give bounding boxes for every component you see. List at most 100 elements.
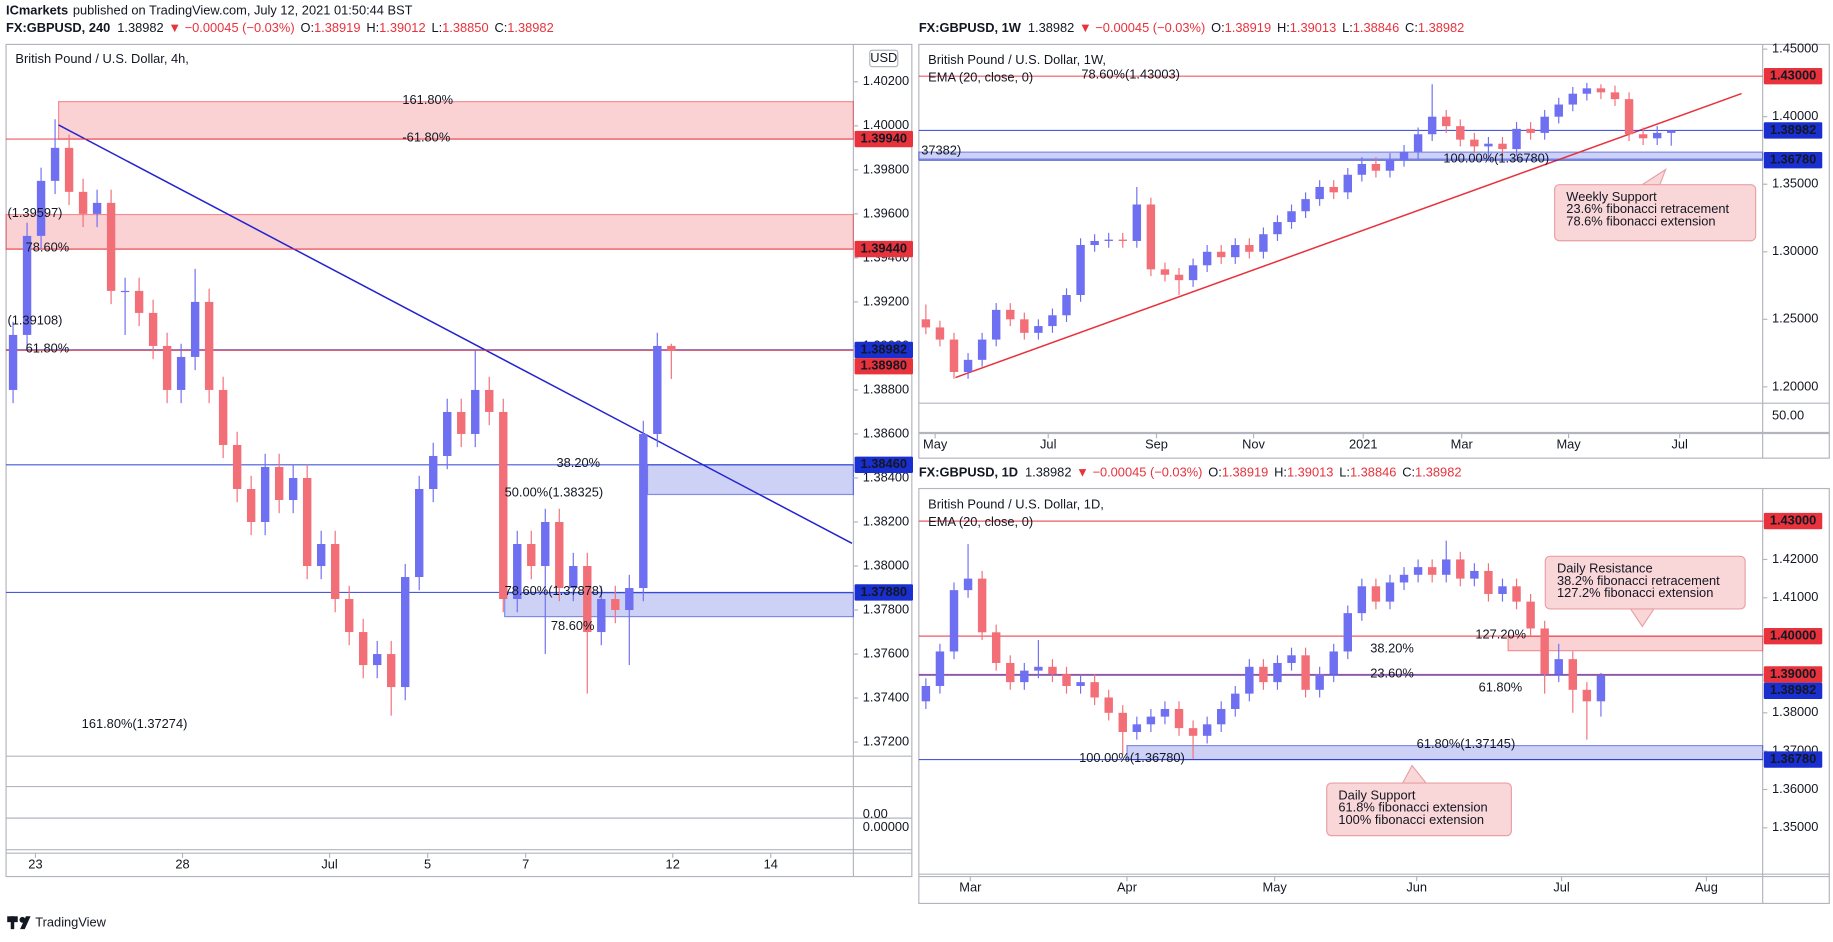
candle-body xyxy=(1231,693,1240,709)
candle-body xyxy=(583,566,592,633)
candle-body xyxy=(1132,724,1142,732)
y-tick-label: 1.35000 xyxy=(1772,819,1818,834)
candle-body xyxy=(569,566,578,589)
ohlc-value: 1.38846 xyxy=(1350,465,1396,480)
symbol: FX:GBPUSD, 1W xyxy=(919,21,1022,36)
candle-body xyxy=(1231,245,1240,258)
candle-body xyxy=(358,632,368,666)
callout-text: 100% fibonacci extension xyxy=(1338,812,1484,827)
price-box xyxy=(1763,751,1823,768)
y-tick-label: 1.38400 xyxy=(863,469,909,484)
trendline xyxy=(58,124,853,545)
fib-label: (1.39597) xyxy=(7,205,62,220)
x-tick-label: Mar xyxy=(959,880,982,895)
symbol: FX:GBPUSD, 240 xyxy=(6,21,110,36)
fib-label: 61.80% xyxy=(26,341,70,356)
symbol-header: FX:GBPUSD, 240 1.38982 ▼ −0.00045 (−0.03%)… xyxy=(6,21,554,36)
candle-body xyxy=(1188,728,1198,736)
candle-body xyxy=(1273,222,1282,235)
candle-body xyxy=(1104,697,1113,713)
fib-label: 38.20% xyxy=(1370,641,1414,656)
y-tick-label: 1.37400 xyxy=(863,689,909,704)
last-price: 1.38982 xyxy=(117,21,163,36)
candle-body xyxy=(1484,143,1493,147)
candle-body xyxy=(1638,134,1648,139)
candle-body xyxy=(1188,265,1198,281)
candle-body xyxy=(527,544,536,567)
candle-body xyxy=(330,544,340,600)
candle-body xyxy=(302,477,312,567)
candle-body xyxy=(162,345,172,390)
x-tick-label: Nov xyxy=(1242,437,1265,452)
candle-body xyxy=(1090,682,1099,698)
ohlc-label: O: xyxy=(1208,465,1222,480)
callout-box xyxy=(1554,184,1757,242)
candle-body xyxy=(1118,239,1127,241)
x-tick-label: Apr xyxy=(1117,880,1138,895)
candle-body xyxy=(1076,682,1085,686)
candle-body xyxy=(106,202,116,291)
y-tick-label: 1.37600 xyxy=(863,645,909,660)
fib-label: 50.00%(1.38325) xyxy=(505,485,604,500)
y-tick-label: 1.45000 xyxy=(1772,41,1818,56)
y-tick-label: 1.38200 xyxy=(863,513,909,528)
candle-body xyxy=(1006,309,1015,320)
candle-body xyxy=(1470,570,1479,579)
candle-body xyxy=(429,455,438,489)
publish-line: ICmarkets published on TradingView.com, J… xyxy=(6,3,413,18)
callout-box xyxy=(1544,555,1746,610)
price-box xyxy=(854,130,913,148)
ohlc-value: 1.38919 xyxy=(314,21,360,36)
candle-body xyxy=(1554,659,1563,675)
candle-body xyxy=(1301,655,1310,690)
candle-body xyxy=(1202,724,1212,736)
candle-body xyxy=(1146,204,1156,270)
y-tick-label: 1.39600 xyxy=(863,205,909,220)
ohlc-value: 1.39012 xyxy=(379,21,425,36)
ohlc-value: 1.38846 xyxy=(1353,21,1399,36)
candle-body xyxy=(1667,130,1676,133)
candle-body xyxy=(1245,666,1254,694)
price-box-label: 1.38982 xyxy=(861,341,907,356)
x-tick-label: Aug xyxy=(1695,880,1718,895)
candle-body xyxy=(1062,674,1071,686)
candle-body xyxy=(963,359,973,373)
price-box-label: 1.38980 xyxy=(861,358,907,373)
candle-body xyxy=(50,147,60,181)
ohlc-label: H: xyxy=(1277,21,1290,36)
ohlc-label: O: xyxy=(300,21,314,36)
y-tick-label: 1.35000 xyxy=(1772,176,1818,191)
footer-logo xyxy=(7,916,31,930)
price-box xyxy=(1763,512,1823,530)
y-tick-label: 1.41000 xyxy=(1772,589,1818,604)
candle-body xyxy=(1174,708,1184,729)
symbol-header: FX:GBPUSD, 1D 1.38982 ▼ −0.00045 (−0.03%) O… xyxy=(919,465,1462,480)
candle-body xyxy=(1287,211,1296,223)
candle-body xyxy=(148,312,158,346)
candle-body xyxy=(1371,586,1381,602)
zone xyxy=(5,213,854,250)
candle-body xyxy=(963,578,973,591)
fib-label: 78.60% xyxy=(551,618,595,633)
fib-label: 78.60%(1.37878) xyxy=(505,583,604,598)
x-tick-label: 23 xyxy=(28,856,42,871)
candle-body xyxy=(1582,88,1592,94)
ohlc-label: L: xyxy=(431,21,442,36)
candle-body xyxy=(1512,128,1521,150)
candle-body xyxy=(443,411,452,456)
candle-body xyxy=(1357,586,1367,614)
candle-body xyxy=(1371,163,1381,171)
indicator-label: EMA (20, close, 0) xyxy=(928,70,1033,85)
price-box xyxy=(1763,152,1823,169)
candle-body xyxy=(1076,245,1085,296)
candle-body xyxy=(134,290,144,313)
price-box xyxy=(854,584,913,601)
candle-body xyxy=(64,147,74,192)
candle-body xyxy=(991,632,1001,663)
subpane-label: 50.00 xyxy=(1772,407,1804,422)
candle-body xyxy=(1216,251,1226,258)
x-tick-label: 28 xyxy=(175,856,189,871)
candle-body xyxy=(921,319,931,328)
price-box xyxy=(1763,682,1823,700)
